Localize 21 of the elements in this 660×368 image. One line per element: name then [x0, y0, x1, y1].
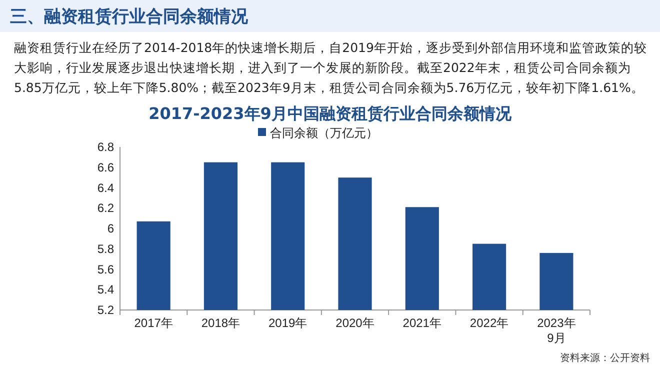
y-tick-label: 6.8 [97, 140, 114, 154]
x-tick-label: 2023年 9月 [537, 316, 576, 345]
text: 融资租赁行业在经历了2014-2018年的快速增长期后，自2019年开始，逐步受到外部信用环境和监管政策的较大影响，行业发展逐步退出快速增长期，进入到了一个发展的新阶段。截至2022年末，租赁公司合同余额为5.85万亿元，较上年下降5.80%；截至2023年9月末，租赁公司合同余额为5.76万亿元，较年初下降1.61%。 [14, 39, 648, 97]
x-tick-label: 2022年 [470, 316, 509, 330]
text: 资料来源：公开资料 [560, 352, 650, 364]
x-tick-label: 2019年 [268, 316, 308, 330]
y-tick-label: 5.8 [97, 242, 114, 256]
y-tick-label: 6.2 [97, 201, 114, 216]
y-tick-label: 5.6 [97, 262, 114, 276]
x-tick-label: 2017年 [134, 316, 173, 330]
y-tick-label: 6.4 [97, 180, 114, 195]
chart-title: 三、融资租赁行业合同余额情况 [10, 6, 248, 28]
y-tick-label: 5.4 [97, 282, 114, 297]
y-tick-label: 6 [107, 222, 114, 236]
legend-label: 合同余额（万亿元） [270, 126, 378, 140]
x-tick-label: 2020年 [336, 316, 374, 330]
y-tick-label: 6.6 [97, 160, 114, 174]
chart-subtitle: 2017-2023年9月中国融资租赁行业合同余额情况 [148, 104, 512, 123]
x-tick-label: 2021年 [402, 316, 442, 330]
y-tick-label: 5.2 [97, 303, 114, 317]
x-tick-label: 2018年 [201, 316, 240, 330]
